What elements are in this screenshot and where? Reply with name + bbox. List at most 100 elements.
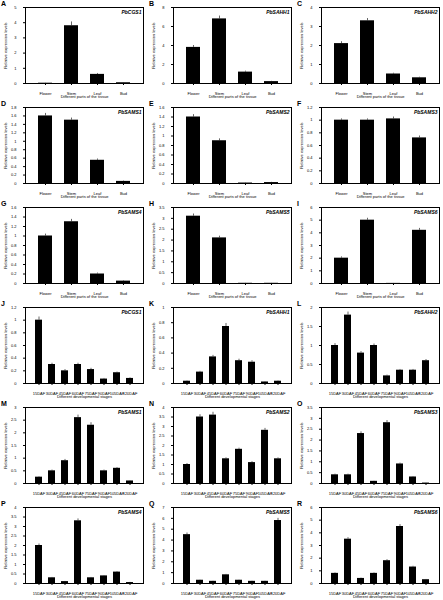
svg-text:Relative expression levels: Relative expression levels: [299, 122, 304, 168]
svg-text:Relative expression levels: Relative expression levels: [3, 122, 8, 168]
svg-text:Relative expression levels: Relative expression levels: [151, 522, 156, 568]
svg-text:1: 1: [310, 459, 313, 464]
svg-text:1: 1: [162, 133, 165, 138]
svg-text:0: 0: [14, 481, 17, 486]
svg-text:1: 1: [14, 562, 17, 567]
svg-text:Bud: Bud: [416, 91, 423, 96]
svg-text:PbSAMS5: PbSAMS5: [266, 509, 290, 515]
svg-text:3: 3: [310, 416, 313, 421]
svg-text:0: 0: [310, 481, 313, 486]
svg-text:Relative expression levels: Relative expression levels: [151, 422, 156, 468]
svg-text:120DAF: 120DAF: [271, 591, 286, 596]
svg-text:Different parts of the tissue: Different parts of the tissue: [357, 194, 406, 199]
svg-text:1.4: 1.4: [11, 214, 17, 219]
svg-text:0.6: 0.6: [11, 343, 17, 348]
svg-text:Relative expression levels: Relative expression levels: [299, 522, 304, 568]
svg-text:PbSAMS6: PbSAMS6: [414, 209, 438, 215]
svg-text:1: 1: [162, 305, 165, 310]
svg-text:Different parts of the tissue: Different parts of the tissue: [61, 294, 110, 299]
svg-text:0: 0: [162, 181, 165, 186]
svg-text:0: 0: [162, 381, 165, 386]
svg-text:Relative expression levels: Relative expression levels: [151, 122, 156, 168]
svg-text:PbSAMS1: PbSAMS1: [118, 109, 142, 115]
svg-text:0.4: 0.4: [307, 155, 313, 160]
svg-text:PbSAMS3: PbSAMS3: [414, 109, 438, 115]
svg-text:Different parts of the tissue: Different parts of the tissue: [357, 94, 406, 99]
svg-text:1: 1: [310, 268, 313, 273]
svg-text:4: 4: [310, 530, 313, 535]
svg-text:3: 3: [14, 524, 17, 529]
svg-text:15DAF: 15DAF: [329, 391, 342, 396]
svg-text:4: 4: [14, 20, 17, 25]
svg-text:Flower: Flower: [187, 91, 200, 96]
svg-text:2.5: 2.5: [159, 433, 165, 438]
svg-text:1: 1: [14, 66, 17, 71]
svg-text:3: 3: [310, 543, 313, 548]
svg-text:1: 1: [310, 117, 313, 122]
svg-text:1: 1: [14, 455, 17, 460]
svg-text:PbSAMS1: PbSAMS1: [118, 409, 142, 415]
svg-text:0: 0: [162, 281, 165, 286]
svg-text:0.4: 0.4: [159, 350, 165, 355]
svg-text:0.5: 0.5: [307, 362, 313, 367]
svg-text:2: 2: [162, 62, 165, 67]
svg-text:5: 5: [162, 526, 165, 531]
svg-text:6: 6: [162, 516, 165, 521]
svg-text:1.2: 1.2: [159, 124, 165, 129]
svg-text:Relative expression levels: Relative expression levels: [299, 22, 304, 68]
svg-text:1.5: 1.5: [159, 248, 165, 253]
svg-text:Different parts of the tissue: Different parts of the tissue: [209, 194, 258, 199]
svg-text:Relative expression levels: Relative expression levels: [3, 222, 8, 268]
svg-text:0.2: 0.2: [11, 271, 17, 276]
svg-text:Flower: Flower: [39, 291, 52, 296]
svg-text:Bud: Bud: [416, 291, 423, 296]
svg-text:3.5: 3.5: [307, 405, 313, 410]
svg-text:0: 0: [310, 81, 313, 86]
svg-text:Flower: Flower: [187, 291, 200, 296]
svg-text:Different developmental stages: Different developmental stages: [205, 494, 260, 499]
svg-text:2.5: 2.5: [11, 533, 17, 538]
svg-text:PbSAMS4: PbSAMS4: [118, 209, 142, 215]
svg-text:1: 1: [14, 139, 17, 144]
svg-text:4: 4: [162, 537, 165, 542]
svg-text:0.6: 0.6: [11, 252, 17, 257]
svg-text:8: 8: [162, 5, 165, 10]
svg-text:Relative expression levels: Relative expression levels: [3, 322, 8, 368]
svg-text:Relative expression levels: Relative expression levels: [299, 422, 304, 468]
svg-text:15DAF: 15DAF: [33, 391, 46, 396]
svg-text:6: 6: [310, 205, 313, 210]
svg-text:0.5: 0.5: [11, 571, 17, 576]
svg-text:0.5: 0.5: [11, 468, 17, 473]
svg-text:Bud: Bud: [268, 291, 275, 296]
svg-text:Flower: Flower: [39, 91, 52, 96]
svg-text:0.5: 0.5: [159, 471, 165, 476]
svg-text:Different developmental stages: Different developmental stages: [57, 494, 112, 499]
svg-text:2: 2: [310, 437, 313, 442]
svg-text:2: 2: [162, 559, 165, 564]
svg-text:Flower: Flower: [335, 291, 348, 296]
svg-text:1: 1: [310, 568, 313, 573]
svg-text:1: 1: [162, 259, 165, 264]
svg-text:PbSAMS2: PbSAMS2: [266, 109, 290, 115]
svg-text:120DAF: 120DAF: [419, 391, 434, 396]
svg-text:Different parts of the tissue: Different parts of the tissue: [61, 94, 110, 99]
svg-text:0.4: 0.4: [159, 162, 165, 167]
svg-text:0: 0: [310, 581, 313, 586]
svg-text:0.8: 0.8: [307, 130, 313, 135]
svg-text:0.2: 0.2: [159, 171, 165, 176]
svg-text:15DAF: 15DAF: [181, 591, 194, 596]
svg-text:120DAF: 120DAF: [123, 591, 138, 596]
svg-text:0.8: 0.8: [159, 320, 165, 325]
svg-text:2: 2: [162, 443, 165, 448]
svg-text:1.2: 1.2: [11, 130, 17, 135]
svg-text:4: 4: [162, 43, 165, 48]
svg-text:1.2: 1.2: [307, 105, 313, 110]
svg-text:0.6: 0.6: [159, 335, 165, 340]
svg-text:2: 2: [14, 430, 17, 435]
svg-text:1.5: 1.5: [307, 448, 313, 453]
svg-text:2: 2: [14, 50, 17, 55]
svg-text:Different developmental stages: Different developmental stages: [205, 594, 260, 599]
svg-text:2: 2: [14, 543, 17, 548]
svg-text:4: 4: [310, 5, 313, 10]
svg-text:120DAF: 120DAF: [419, 591, 434, 596]
